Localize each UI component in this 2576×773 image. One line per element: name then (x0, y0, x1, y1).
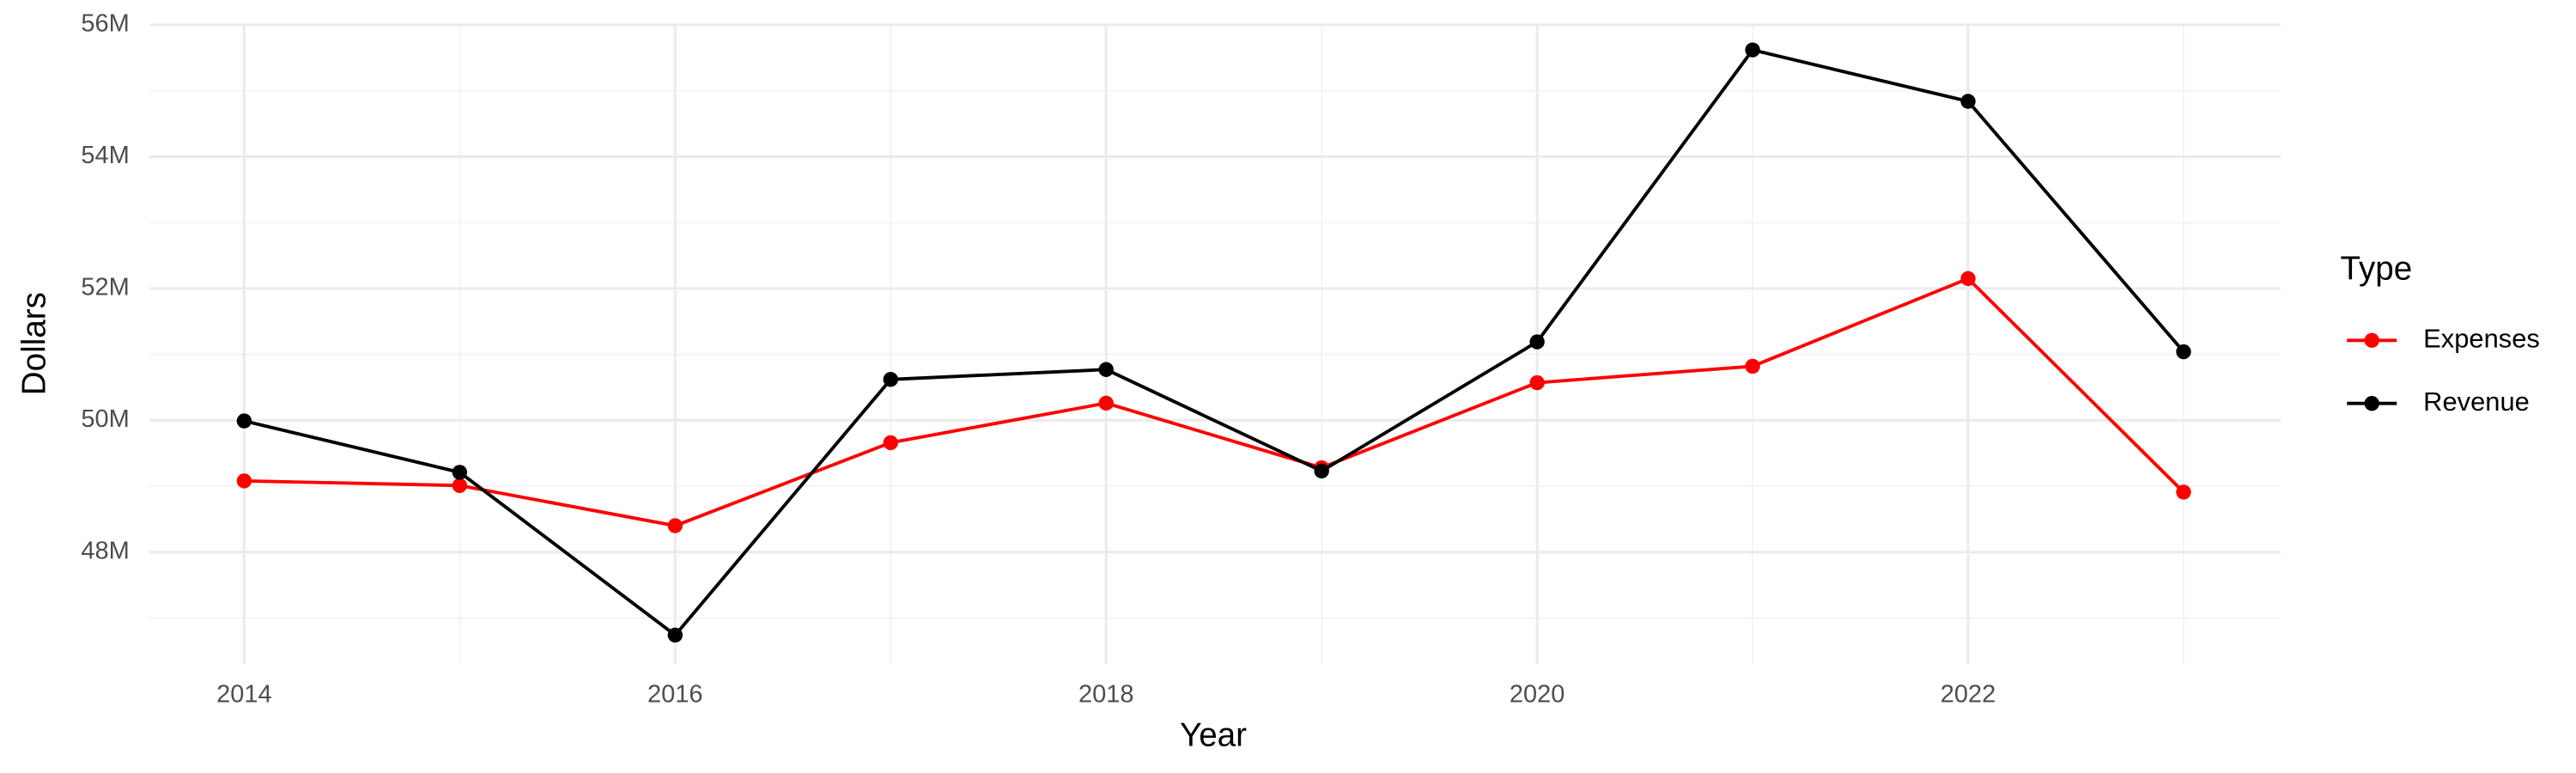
data-point (1098, 362, 1114, 377)
data-point (1314, 463, 1329, 479)
data-point (883, 372, 898, 387)
y-tick-label: 48M (81, 537, 129, 564)
data-point (1529, 334, 1545, 350)
data-point (236, 473, 252, 489)
data-point (1960, 94, 1976, 109)
data-point (667, 518, 683, 533)
data-point (2176, 344, 2191, 360)
y-tick-label: 54M (81, 142, 129, 169)
y-tick-label: 52M (81, 274, 129, 301)
data-point (452, 465, 468, 480)
data-point (1745, 42, 1760, 58)
x-tick-label: 2016 (647, 681, 702, 709)
series-line (243, 47, 2185, 638)
data-point (667, 627, 683, 643)
x-tick-label: 2014 (216, 681, 271, 709)
data-point (883, 435, 898, 451)
data-point (1529, 374, 1545, 391)
data-point (2176, 484, 2191, 500)
legend-label: Expenses (2423, 323, 2540, 353)
data-point (236, 413, 252, 429)
legend-label: Revenue (2423, 386, 2530, 417)
grid (149, 23, 2281, 665)
x-tick-label: 2022 (1941, 681, 1996, 709)
data-point (452, 478, 468, 493)
data-point (1745, 358, 1760, 374)
data-point (1098, 395, 1114, 411)
x-axis-title: Year (1180, 716, 1247, 753)
y-tick-label: 50M (81, 405, 129, 433)
legend-swatch-point (2364, 332, 2379, 348)
legend-title: Type (2341, 250, 2413, 287)
legend-swatch-point (2364, 396, 2379, 411)
y-tick-label: 56M (81, 10, 129, 38)
x-tick-label: 2018 (1078, 681, 1133, 709)
y-axis-title: Dollars (16, 292, 53, 395)
series-line (244, 277, 2185, 528)
data-point (1960, 271, 1976, 287)
x-tick-label: 2020 (1510, 681, 1564, 709)
